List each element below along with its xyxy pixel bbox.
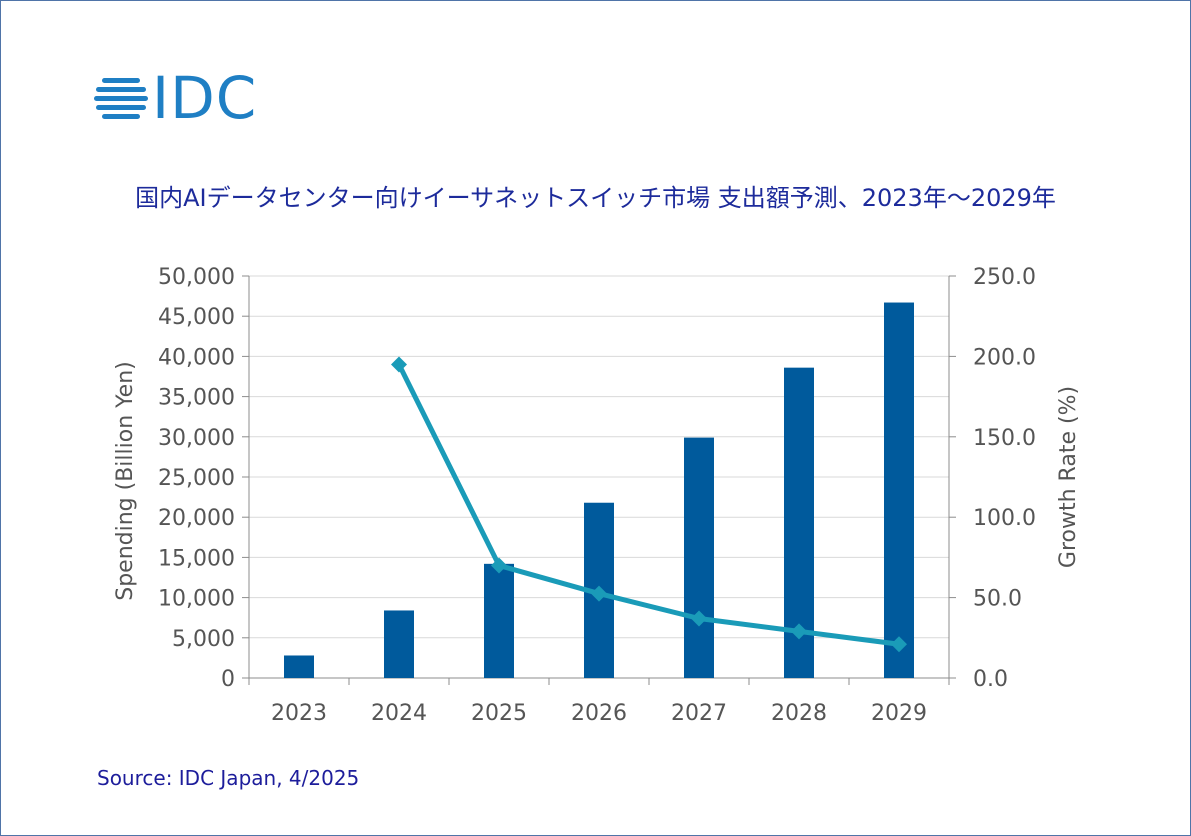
x-tick-label: 2023: [271, 701, 327, 726]
y2-tick-label: 50.0: [973, 587, 1022, 612]
y2-tick-label: 100.0: [973, 506, 1036, 531]
bar-spending: [884, 302, 914, 678]
y-axis-label: Spending (Billion Yen): [113, 361, 138, 601]
y-tick-label: 45,000: [158, 305, 235, 330]
y2-tick-label: 250.0: [973, 265, 1036, 290]
x-tick-label: 2024: [371, 701, 427, 726]
y-tick-label: 25,000: [158, 466, 235, 491]
y2-tick-label: 0.0: [973, 667, 1008, 692]
x-tick-label: 2025: [471, 701, 527, 726]
x-tick-label: 2026: [571, 701, 627, 726]
growth-rate-point: [891, 636, 907, 653]
y2-tick-label: 150.0: [973, 426, 1036, 451]
growth-rate-line: [396, 363, 900, 647]
y-tick-label: 50,000: [158, 265, 235, 290]
y-tick-label: 40,000: [158, 345, 235, 370]
logo-text: IDC: [152, 64, 258, 132]
growth-rate-point: [491, 557, 507, 574]
x-tick-label: 2027: [671, 701, 727, 726]
bar-spending: [684, 437, 714, 678]
bar-spending: [484, 563, 514, 678]
y-tick-label: 20,000: [158, 506, 235, 531]
growth-rate-point: [591, 585, 607, 602]
growth-rate-point: [791, 623, 807, 640]
globe-icon: [94, 78, 148, 119]
y-tick-label: 15,000: [158, 546, 235, 571]
y-tick-label: 0: [221, 667, 235, 692]
bar-spending: [384, 610, 414, 678]
chart-title: 国内AIデータセンター向けイーサネットスイッチ市場 支出額予測、2023年～20…: [135, 184, 1056, 212]
growth-rate-point: [391, 356, 407, 373]
growth-rate-point: [691, 610, 707, 627]
x-tick-label: 2029: [871, 701, 927, 726]
y-tick-label: 35,000: [158, 386, 235, 411]
y-tick-label: 30,000: [158, 426, 235, 451]
y-tick-label: 10,000: [158, 587, 235, 612]
y2-tick-label: 200.0: [973, 345, 1036, 370]
bar-spending: [284, 655, 314, 678]
x-tick-label: 2028: [771, 701, 827, 726]
y2-axis-label: Growth Rate (%): [1056, 386, 1081, 568]
y-tick-label: 5,000: [172, 627, 235, 652]
idc-logo: IDC: [92, 64, 282, 132]
source-note: Source: IDC Japan, 4/2025: [97, 766, 360, 790]
